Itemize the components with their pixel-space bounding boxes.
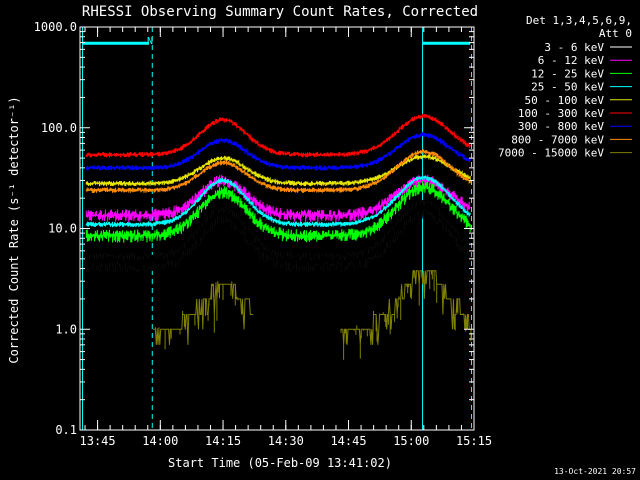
x-tick-label: 14:00 [142, 434, 178, 448]
legend-label: 12 - 25 keV [531, 67, 604, 80]
y-tick-label: 1000.0 [34, 20, 77, 34]
series-line [85, 175, 471, 228]
legend-label: 6 - 12 keV [538, 54, 605, 67]
chart-title: RHESSI Observing Summary Count Rates, Co… [82, 4, 478, 20]
x-tick-label: 14:15 [205, 434, 241, 448]
legend-label: 800 - 7000 keV [511, 133, 604, 146]
y-tick-label: 10.0 [48, 222, 77, 236]
y-tick-label: 100.0 [41, 121, 77, 135]
legend-header-2: Att 0 [599, 27, 632, 40]
night-label: N [147, 36, 153, 47]
legend-label: 50 - 100 keV [525, 94, 605, 107]
y-axis-label: Corrected Count Rate (s⁻¹ detector⁻¹) [7, 96, 21, 363]
y-tick-label: 1.0 [55, 322, 77, 336]
series-line [85, 153, 471, 187]
series-line [85, 113, 471, 158]
x-tick-label: 14:45 [330, 434, 366, 448]
x-tick-label: 13:45 [80, 434, 116, 448]
legend-label: 300 - 800 keV [518, 120, 604, 133]
legend-label: 7000 - 15000 keV [498, 147, 604, 160]
legend-header-1: Det 1,3,4,5,6,9, [526, 14, 632, 27]
series-line [85, 180, 471, 243]
y-tick-label: 0.1 [55, 423, 77, 437]
series-line [152, 281, 253, 350]
plot-area [82, 27, 472, 430]
x-tick-label: 15:15 [456, 434, 492, 448]
series-line [85, 200, 471, 273]
series-line [340, 270, 472, 360]
legend-label: 3 - 6 keV [544, 41, 604, 54]
legend-label: 100 - 300 keV [518, 107, 604, 120]
x-axis-label: Start Time (05-Feb-09 13:41:02) [168, 456, 392, 470]
y-axis: 0.1 1.0 10.0 100.0 1000.0 [34, 20, 474, 437]
timestamp: 13-Oct-2021 20:57 [554, 467, 636, 476]
legend-label: 25 - 50 keV [531, 81, 604, 94]
x-tick-label: 14:30 [268, 434, 304, 448]
series-line [85, 131, 471, 172]
x-axis: 13:45 14:00 14:15 14:30 14:45 15:00 15:15 [80, 27, 492, 448]
series-line [85, 149, 471, 194]
x-tick-label: 15:00 [393, 434, 429, 448]
